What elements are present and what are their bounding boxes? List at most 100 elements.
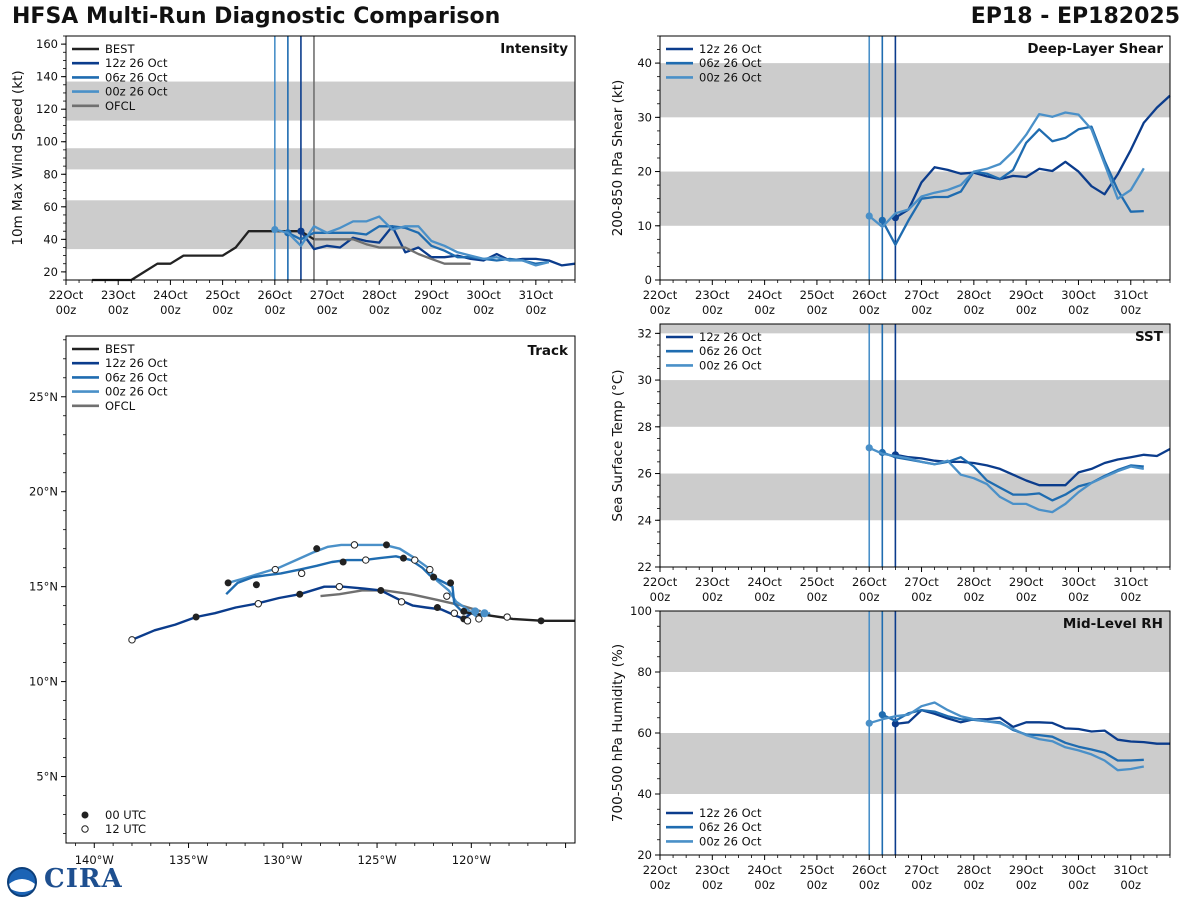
intensity-init-point (271, 225, 279, 234)
rh-legend-label: 00z 26 Oct (699, 834, 762, 848)
shear-xtick-label-hour: 00z (807, 303, 828, 317)
intensity-ylabel: 10m Max Wind Speed (kt) (10, 70, 26, 245)
intensity-series-12z-26-oct (299, 225, 576, 267)
rh-panel: 2040608010022Oct00z23Oct00z24Oct00z25Oct… (610, 604, 1171, 892)
sst-xtick-label-hour: 00z (702, 590, 723, 604)
rh-xtick-label-hour: 00z (964, 878, 985, 892)
sst-xtick-label-hour: 00z (1120, 590, 1141, 604)
intensity-shaded-band (66, 148, 575, 170)
shear-ytick-label: 20 (637, 165, 652, 179)
shear-series-12z-26-oct (894, 94, 1171, 219)
intensity-xtick-label-hour: 00z (212, 303, 233, 317)
intensity-ytick-label: 140 (36, 70, 58, 84)
track-marker-00utc (377, 586, 385, 594)
sst-ytick-label: 22 (637, 560, 652, 574)
rh-xtick-label-hour: 00z (859, 878, 880, 892)
rh-xtick-label-date: 29Oct (1009, 863, 1044, 877)
shear-xtick-label-date: 30Oct (1061, 288, 1096, 302)
track-ytick-label: 5°N (36, 770, 58, 784)
rh-xtick-label-hour: 00z (1120, 878, 1141, 892)
track-marker-00utc (192, 613, 200, 621)
track-marker-12utc (475, 615, 483, 623)
intensity-ytick-label: 160 (36, 37, 58, 51)
track-marker-00utc (430, 573, 438, 581)
sst-xtick-label-date: 30Oct (1061, 575, 1096, 589)
intensity-ytick-label: 20 (43, 265, 58, 279)
track-marker-00utc (382, 541, 390, 549)
shear-legend-label: 12z 26 Oct (699, 42, 762, 56)
shear-ytick-label: 30 (637, 110, 652, 124)
track-marker-legend-label: 00 UTC (105, 808, 146, 822)
sst-xtick-label-hour: 00z (650, 590, 671, 604)
track-marker-12utc (503, 613, 511, 621)
intensity-ytick-label: 80 (43, 167, 58, 181)
sst-shaded-band (660, 380, 1170, 427)
track-marker-00utc (224, 579, 232, 587)
sst-xtick-label-date: 25Oct (800, 575, 835, 589)
track-marker-12utc (335, 582, 344, 591)
shear-xtick-label-date: 25Oct (800, 288, 835, 302)
track-ytick-label: 15°N (29, 580, 58, 594)
rh-ytick-label: 100 (630, 604, 652, 618)
noaa-logo-icon (7, 867, 37, 897)
intensity-xtick-label-hour: 00z (56, 303, 77, 317)
rh-series-12z-26-oct (895, 708, 1170, 745)
rh-series-00z-26-oct (868, 701, 1145, 772)
intensity-legend-label: 12z 26 Oct (105, 56, 168, 70)
rh-legend-label: 12z 26 Oct (699, 806, 762, 820)
sst-axes-frame (659, 323, 1171, 568)
shear-xtick-label-date: 31Oct (1114, 288, 1149, 302)
shear-xtick-label-hour: 00z (702, 303, 723, 317)
sst-xtick-label-date: 26Oct (852, 575, 887, 589)
intensity-xtick-label-date: 28Oct (362, 288, 397, 302)
shear-shaded-band (660, 171, 1170, 226)
intensity-ytick-label: 100 (36, 135, 58, 149)
intensity-xtick-label-date: 27Oct (310, 288, 345, 302)
track-xtick-label: 130°W (263, 853, 302, 867)
shear-xtick-label-hour: 00z (911, 303, 932, 317)
sst-init-point (865, 444, 873, 452)
track-legend-label: 12z 26 Oct (105, 356, 168, 370)
sst-ytick-label: 30 (637, 373, 652, 387)
track-xtick-label: 135°W (169, 853, 208, 867)
rh-legend-label: 06z 26 Oct (699, 820, 762, 834)
sst-shaded-band (660, 324, 1170, 334)
rh-panel-title: Mid-Level RH (1063, 616, 1163, 632)
rh-xtick-label-date: 30Oct (1061, 863, 1096, 877)
sst-xtick-label-date: 27Oct (904, 575, 939, 589)
rh-xtick-label-hour: 00z (650, 878, 671, 892)
track-xtick-label: 125°W (358, 853, 397, 867)
intensity-xtick-label-hour: 00z (317, 303, 338, 317)
intensity-xtick-label-hour: 00z (473, 303, 494, 317)
intensity-xtick-label-hour: 00z (160, 303, 181, 317)
track-marker-current (471, 607, 480, 616)
intensity-xtick-label-date: 30Oct (466, 288, 501, 302)
figure-title: HFSA Multi-Run Diagnostic Comparison (12, 4, 501, 29)
rh-xtick-label-date: 25Oct (800, 863, 835, 877)
track-axes-frame (65, 335, 576, 844)
shear-init-point (865, 212, 873, 220)
intensity-legend-label: 06z 26 Oct (105, 70, 168, 84)
sst-xtick-label-hour: 00z (859, 590, 880, 604)
sst-legend-label: 06z 26 Oct (699, 344, 762, 358)
sst-legend-label: 00z 26 Oct (699, 358, 762, 372)
intensity-xtick-label-date: 29Oct (414, 288, 449, 302)
track-marker-current (480, 609, 489, 618)
intensity-xtick-label-date: 23Oct (101, 288, 136, 302)
track-panel-title: Track (528, 343, 569, 359)
track-plot-area (128, 541, 575, 644)
shear-init-point (878, 216, 886, 224)
track-marker-12utc (297, 569, 306, 578)
track-xtick-label: 140°W (75, 853, 114, 867)
sst-ytick-label: 26 (637, 467, 652, 481)
rh-xtick-label-hour: 00z (1016, 878, 1037, 892)
shear-xtick-label-date: 29Oct (1009, 288, 1044, 302)
track-marker-00utc (537, 617, 545, 625)
track-ytick-label: 10°N (29, 675, 58, 689)
shear-xtick-label-hour: 00z (650, 303, 671, 317)
sst-ytick-label: 32 (637, 326, 652, 340)
sst-xtick-label-hour: 00z (754, 590, 775, 604)
track-marker-12utc (426, 565, 434, 574)
